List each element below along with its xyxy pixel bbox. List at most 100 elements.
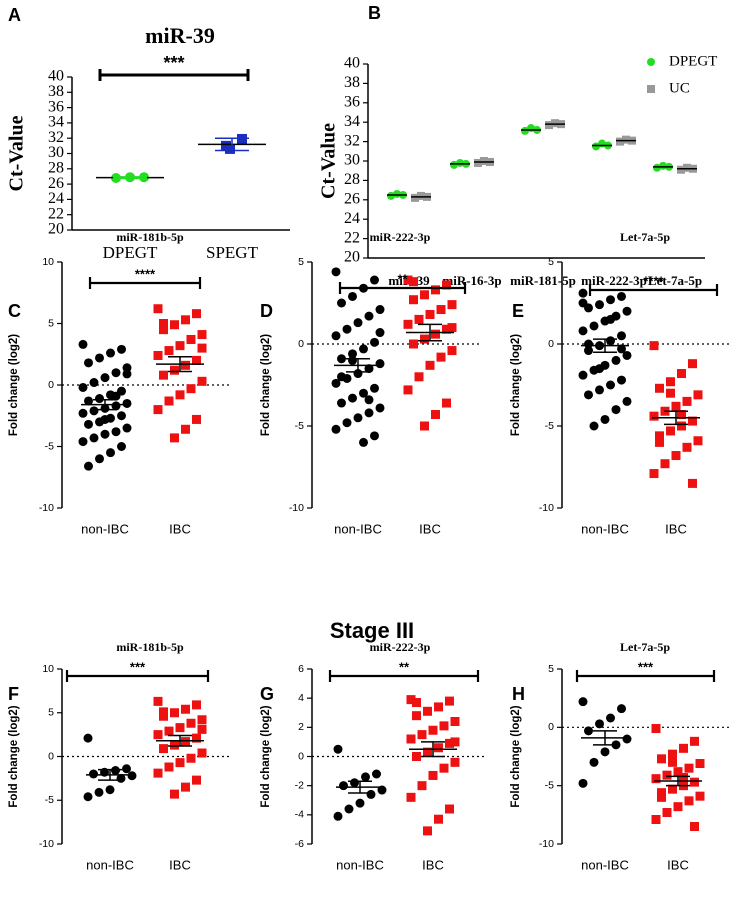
data-point (595, 300, 604, 310)
data-point (364, 364, 374, 374)
data-point (456, 158, 464, 167)
data-point (595, 364, 604, 374)
data-point (117, 442, 126, 451)
data-point (342, 418, 352, 428)
data-point (105, 785, 115, 795)
data-point (431, 329, 440, 339)
data-point (186, 384, 196, 394)
data-point (175, 723, 185, 733)
data-point (89, 406, 99, 416)
y-tick-label: 10 (42, 663, 54, 675)
data-point (423, 747, 432, 757)
y-tick-label: 5 (548, 256, 554, 268)
data-point (584, 390, 593, 400)
data-point (84, 419, 93, 429)
error-bar (346, 358, 370, 373)
data-point (78, 339, 88, 349)
data-point (617, 291, 626, 301)
data-point (181, 737, 190, 747)
data-point (375, 305, 385, 315)
error-bar (593, 338, 617, 353)
x-tick-label: miR-181-5p (510, 273, 576, 288)
data-point (403, 319, 413, 329)
y-tick-label: -5 (545, 420, 554, 432)
data-point (339, 781, 348, 791)
data-point (111, 401, 121, 411)
error-bar (168, 734, 192, 747)
data-point (409, 295, 418, 305)
error-bar (168, 355, 192, 373)
data-point (611, 405, 621, 415)
data-point (428, 770, 438, 780)
data-point (666, 377, 675, 387)
y-tick-label: 32 (48, 129, 64, 146)
data-point (682, 396, 692, 406)
data-point (423, 826, 432, 836)
data-point (589, 321, 599, 331)
data-point (181, 424, 190, 434)
data-point (170, 433, 179, 443)
data-point (197, 748, 207, 758)
data-point (442, 398, 451, 408)
data-point (89, 378, 99, 388)
chart-title: miR-222-3p (370, 230, 431, 244)
x-tick-label: IBC (422, 857, 444, 872)
x-tick-label: IBC (667, 857, 689, 872)
legend-label: UC (669, 80, 690, 96)
data-point (578, 370, 588, 380)
data-point (370, 337, 379, 347)
data-point (355, 798, 365, 808)
x-tick-label: non-IBC (81, 521, 129, 536)
data-point (111, 391, 121, 401)
significance-label: **** (643, 273, 664, 288)
y-tick-label: -5 (295, 420, 304, 432)
data-point (197, 715, 207, 725)
chart-title: miR-181b-5p (116, 230, 184, 244)
data-point (364, 395, 374, 405)
y-tick-label: -5 (45, 440, 54, 452)
data-point (192, 775, 201, 785)
data-point (611, 355, 621, 365)
data-point (89, 769, 98, 779)
chart-title: miR-39 (145, 23, 215, 48)
data-point (181, 704, 190, 714)
y-axis-label: Ct-Value (318, 123, 340, 199)
data-point (578, 697, 588, 707)
y-tick-label: 38 (48, 83, 64, 100)
x-tick-label: non-IBC (334, 521, 382, 536)
data-point (175, 758, 185, 768)
data-point (153, 730, 163, 740)
data-point (434, 702, 443, 712)
error-bar (593, 730, 617, 746)
y-tick-label: 5 (48, 707, 54, 719)
data-point (159, 370, 168, 380)
data-point (420, 334, 429, 344)
legend-label: DPEGT (669, 53, 717, 69)
x-tick-label: IBC (169, 857, 191, 872)
data-point (655, 383, 664, 393)
data-point (159, 319, 168, 328)
significance-bar (65, 670, 210, 682)
data-point (690, 822, 699, 831)
y-tick-label: -10 (39, 502, 54, 514)
y-axis-label: Ct-Value (6, 115, 28, 191)
y-tick-label: 22 (344, 229, 360, 246)
data-point (657, 754, 666, 764)
x-tick-label: non-IBC (86, 857, 134, 872)
data-point (445, 804, 454, 814)
data-point (668, 757, 677, 767)
data-point (677, 165, 685, 174)
data-point (117, 411, 126, 421)
panel-letter: A (8, 5, 21, 25)
data-point (436, 352, 446, 362)
data-point (342, 324, 352, 334)
data-point (192, 414, 201, 424)
data-point (417, 781, 427, 791)
error-bar (664, 410, 688, 426)
data-point (175, 341, 185, 351)
data-point (117, 344, 126, 354)
y-axis-label: Fold change (log2) (260, 334, 272, 436)
data-point (578, 288, 588, 298)
data-point (622, 350, 632, 360)
data-point (592, 142, 600, 151)
